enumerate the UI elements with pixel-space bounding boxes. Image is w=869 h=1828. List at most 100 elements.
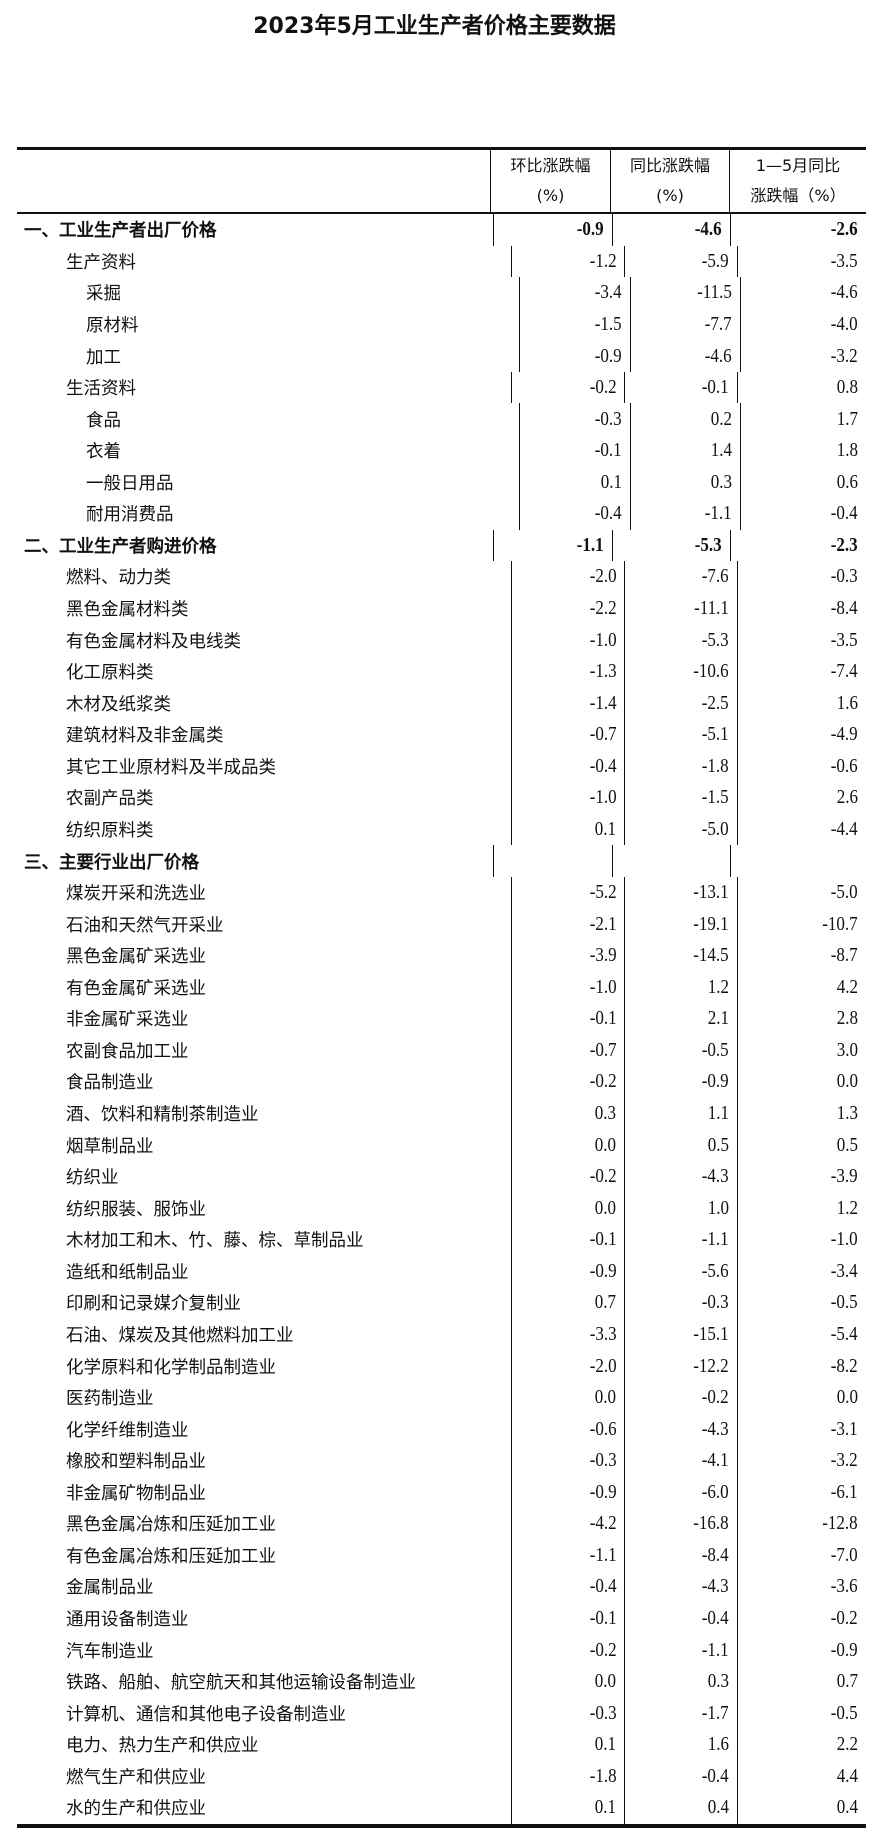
value-mom: -0.9: [589, 1259, 617, 1282]
cell-yoy: -1.1: [624, 1224, 736, 1256]
cell-mom: -0.1: [510, 1602, 624, 1635]
section-row: 三、主要行业出厂价格: [17, 845, 866, 877]
row-label: 食品制造业: [66, 1073, 154, 1094]
value-ytd: 1.8: [836, 439, 858, 462]
value-yoy: -5.3: [695, 533, 723, 556]
value-ytd: -4.0: [831, 312, 858, 335]
table-top-rule: [17, 147, 866, 150]
value-mom: -2.0: [589, 1354, 617, 1377]
row-label: 电力、热力生产和供应业: [66, 1736, 259, 1757]
cell-yoy: -10.6: [624, 655, 736, 688]
row-label: 采掘: [86, 284, 121, 305]
cell-yoy: -12.2: [624, 1350, 736, 1382]
cell-ytd: 4.4: [736, 1760, 866, 1793]
cell-mom: -0.7: [510, 1034, 624, 1067]
cell-ytd: 1.8: [739, 434, 866, 467]
row-label: 生产资料: [66, 252, 136, 273]
value-mom: -2.1: [589, 912, 617, 935]
table-row: 酒、饮料和精制茶制造业 0.3 1.1 1.3: [17, 1097, 866, 1130]
cell-mom: -1.3: [510, 655, 624, 688]
value-ytd: -6.1: [831, 1480, 858, 1503]
value-yoy: -16.8: [693, 1512, 729, 1535]
value-ytd: -2.3: [831, 533, 858, 556]
cell-mom: -0.3: [510, 1697, 624, 1729]
value-ytd: 0.4: [836, 1796, 858, 1819]
value-mom: -0.6: [589, 1417, 617, 1440]
section-row: 一、工业生产者出厂价格 -0.9 -4.6 -2.6: [17, 214, 866, 246]
cell-ytd: 3.0: [736, 1034, 866, 1067]
table-row: 非金属矿物制品业 -0.9 -6.0 -6.1: [17, 1476, 866, 1509]
cell-mom: 0.1: [510, 813, 624, 846]
table-row: 有色金属矿采选业 -1.0 1.2 4.2: [17, 971, 866, 1004]
cell-mom: -5.2: [510, 876, 624, 909]
cell-yoy: -14.5: [624, 939, 736, 972]
cell-mom: -0.2: [510, 1066, 624, 1098]
cell-yoy: 1.1: [624, 1097, 736, 1130]
value-ytd: 4.2: [836, 975, 858, 998]
cell-ytd: -3.2: [739, 340, 866, 372]
row-label: 三、主要行业出厂价格: [24, 852, 199, 873]
row-label: 石油和天然气开采业: [66, 915, 224, 936]
row-label: 二、工业生产者购进价格: [24, 536, 217, 557]
cell-ytd: 1.7: [739, 403, 866, 435]
cell-ytd: -4.4: [736, 813, 866, 846]
cell-mom: -1.0: [510, 782, 624, 814]
cell-yoy: -5.9: [624, 245, 736, 278]
cell-mom: -2.0: [510, 561, 624, 593]
value-mom: -1.0: [589, 975, 617, 998]
header-yoy: 同比涨跌幅 (%): [610, 150, 729, 212]
cell-yoy: -5.6: [624, 1255, 736, 1288]
cell-yoy: -4.1: [624, 1444, 736, 1477]
value-ytd: -8.2: [831, 1354, 858, 1377]
table-row: 电力、热力生产和供应业 0.1 1.6 2.2: [17, 1729, 866, 1761]
cell-ytd: -7.0: [736, 1539, 866, 1572]
cell-mom: -0.1: [510, 1224, 624, 1256]
value-mom: -0.4: [589, 1575, 617, 1598]
value-mom: -4.2: [589, 1512, 617, 1535]
cell-mom: -0.6: [510, 1413, 624, 1445]
value-ytd: -3.9: [831, 1165, 858, 1188]
cell-mom: -3.3: [510, 1318, 624, 1351]
value-yoy: -12.2: [693, 1354, 729, 1377]
table-row: 医药制造业 0.0 -0.2 0.0: [17, 1381, 866, 1414]
table-bottom-rule: [17, 1823, 866, 1828]
cell-yoy: -16.8: [624, 1508, 736, 1540]
table-row: 化学纤维制造业 -0.6 -4.3 -3.1: [17, 1413, 866, 1445]
cell-yoy: -4.3: [624, 1160, 736, 1193]
row-label: 黑色金属矿采选业: [66, 947, 206, 968]
cell-yoy: 1.2: [624, 971, 736, 1004]
cell-ytd: -0.9: [736, 1634, 866, 1666]
cell-mom: -1.1: [492, 529, 612, 562]
cell-mom: -3.4: [519, 277, 630, 309]
cell-ytd: -0.3: [736, 561, 866, 593]
row-label: 农副食品加工业: [66, 1041, 189, 1062]
value-yoy: -5.9: [701, 249, 729, 272]
table-row: 加工 -0.9 -4.6 -3.2: [17, 340, 866, 372]
value-mom: -0.1: [589, 1228, 617, 1251]
value-yoy: -7.7: [704, 312, 732, 335]
row-label: 汽车制造业: [66, 1641, 154, 1662]
cell-ytd: -0.6: [736, 750, 866, 783]
cell-yoy: 0.4: [624, 1792, 736, 1824]
cell-ytd: 0.4: [736, 1792, 866, 1824]
cell-ytd: 2.6: [736, 782, 866, 814]
cell-ytd: -5.4: [736, 1318, 866, 1351]
cell-yoy: -5.1: [624, 719, 736, 751]
cell-ytd: -0.2: [736, 1602, 866, 1635]
price-data-table: 环比涨跌幅 (%) 同比涨跌幅 (%) 1—5月同比 涨跌幅（%） 一、工业生产…: [17, 147, 866, 1828]
value-mom: 0.7: [594, 1291, 617, 1314]
table-row: 通用设备制造业 -0.1 -0.4 -0.2: [17, 1602, 866, 1635]
value-mom: -0.1: [589, 1607, 617, 1630]
value-yoy: -4.3: [701, 1575, 729, 1598]
cell-yoy: -7.6: [624, 561, 736, 593]
header-mom-line1: 环比涨跌幅: [510, 156, 591, 175]
table-row: 农副食品加工业 -0.7 -0.5 3.0: [17, 1034, 866, 1067]
cell-yoy: -0.4: [624, 1602, 736, 1635]
value-mom: -0.3: [589, 1449, 617, 1472]
value-yoy: -5.1: [701, 723, 729, 746]
row-label: 非金属矿采选业: [66, 1010, 189, 1031]
table-row: 生产资料 -1.2 -5.9 -3.5: [17, 245, 866, 278]
cell-mom: [492, 845, 612, 877]
table-row: 黑色金属材料类 -2.2 -11.1 -8.4: [17, 592, 866, 625]
value-ytd: -7.4: [831, 660, 858, 683]
